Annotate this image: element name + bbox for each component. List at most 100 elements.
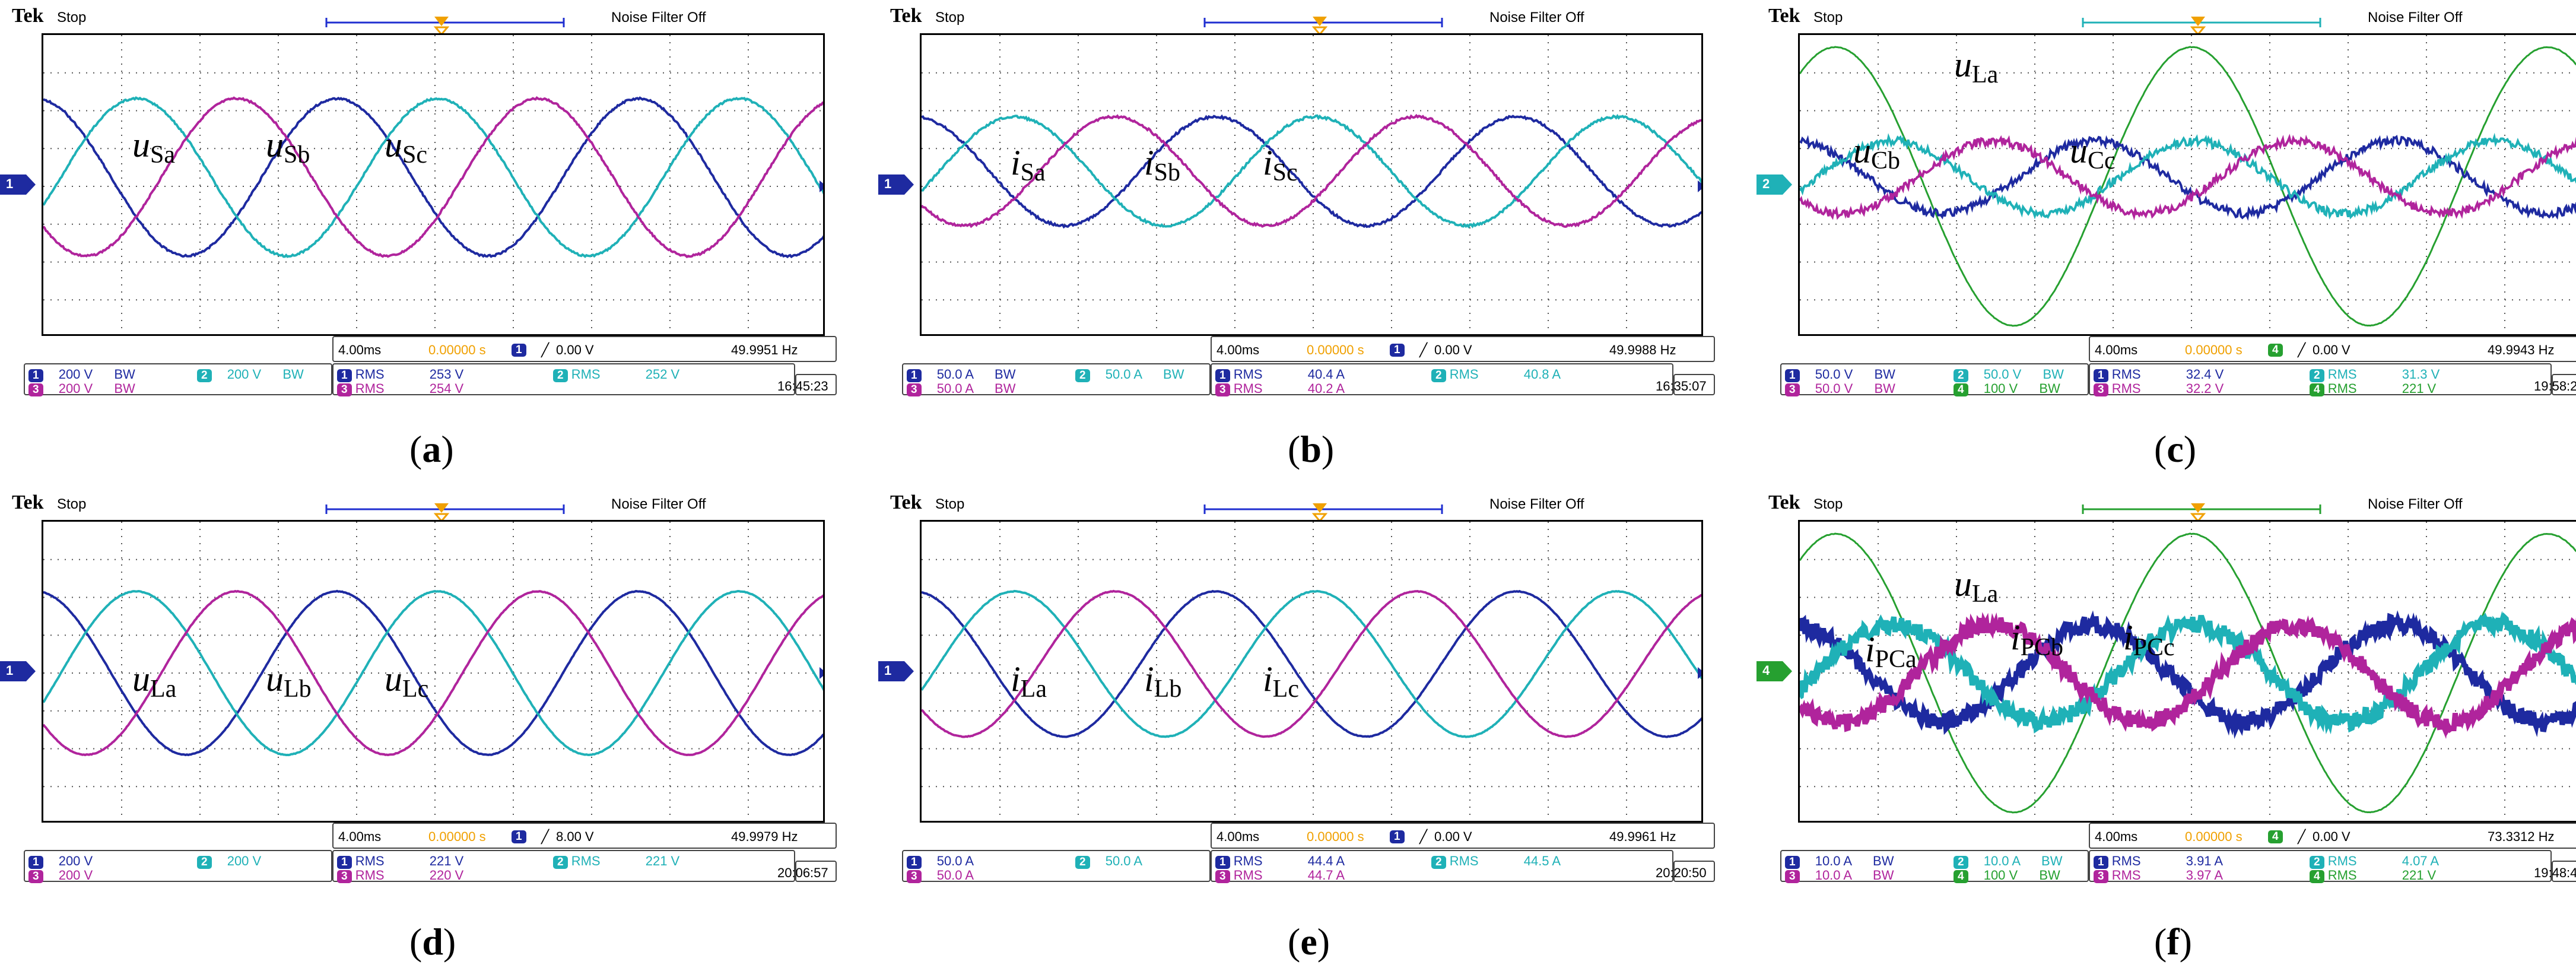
channel-scale-box[interactable]: 1 200 V 2 200 V 3 200 V xyxy=(24,850,332,883)
timebase-trigger-box[interactable]: 4.00ms 0.00000 s 1 ╱ 0.00 V 49.9961 Hz xyxy=(1211,823,1715,849)
scope-header: Tek Stop Noise Filter Off xyxy=(878,487,1697,520)
acquisition-state: Stop xyxy=(1813,496,1843,512)
trigger-slope-icon: ╱ xyxy=(1419,342,1428,357)
channel-scale-box[interactable]: 1 10.0 A BW 2 10.0 A BW 3 10.0 A BW 4 10… xyxy=(1780,850,2089,883)
noise-filter-status: Noise Filter Off xyxy=(611,496,706,512)
waveform-label: uCb xyxy=(1853,131,1900,174)
measurement-row: 3 RMS 44.7 A xyxy=(1215,868,1345,883)
scope-panel-d: Tek Stop Noise Filter Off uLa uLb uLc 1 1 20… xyxy=(0,487,837,883)
trace-ch4 xyxy=(1800,532,2576,814)
waveform-label: iLa xyxy=(1011,659,1047,703)
trace-ch3 xyxy=(922,589,1701,738)
measurement-row: 3 RMS 32.2 V xyxy=(2094,381,2224,396)
trigger-position: 0.00000 s xyxy=(2185,829,2243,844)
measurement-row: 2 RMS 40.8 A xyxy=(1431,367,1561,382)
waveform-screen: uSa uSb uSc xyxy=(42,33,825,336)
trigger-point-icon xyxy=(433,513,450,522)
trigger-position: 0.00000 s xyxy=(428,342,486,357)
time-base: 4.00ms xyxy=(1216,342,1260,357)
scope-header: Tek Stop Noise Filter Off xyxy=(1756,0,2575,33)
trigger-position-icon xyxy=(1313,17,1327,26)
time-base: 4.00ms xyxy=(1216,829,1260,844)
noise-filter-status: Noise Filter Off xyxy=(1489,496,1584,512)
record-bar xyxy=(325,17,565,36)
waveform-label: iPCb xyxy=(2010,618,2063,661)
channel-offset-marker[interactable]: 1 xyxy=(878,661,914,681)
measurement-box[interactable]: 1 RMS 44.4 A 2 RMS 44.5 A 3 RMS 44.7 A xyxy=(1211,850,1673,883)
measurement-box[interactable]: 1 RMS 3.91 A 2 RMS 4.07 A 3 RMS 3.97 A 4… xyxy=(2089,850,2552,883)
waveform-label: uSa xyxy=(132,125,175,169)
channel-scale-box[interactable]: 1 200 V BW 2 200 V BW 3 200 V BW xyxy=(24,363,332,396)
noise-filter-status: Noise Filter Off xyxy=(2368,496,2463,512)
trace-ch2 xyxy=(922,589,1701,738)
trigger-position-icon xyxy=(2191,17,2205,26)
measurement-row: 1 RMS 253 V xyxy=(337,367,463,382)
trigger-source: 1 xyxy=(512,341,526,357)
status-area: 1 50.0 V BW 2 50.0 V BW 3 50.0 V BW 4 10… xyxy=(1756,336,2576,396)
timebase-trigger-box[interactable]: 4.00ms 0.00000 s 1 ╱ 0.00 V 49.9988 Hz xyxy=(1211,336,1715,362)
waveform-label: uLc xyxy=(385,659,428,703)
waveform-label: uLa xyxy=(132,659,177,703)
panel-caption: (f) xyxy=(2154,921,2192,963)
channel-scale-row: 4 100 V BW xyxy=(1954,868,2060,883)
trigger-position-icon xyxy=(434,17,449,26)
waveform-label: uLb xyxy=(266,659,312,703)
channel-scale-row: 3 200 V xyxy=(28,868,110,883)
channel-offset-marker[interactable]: 1 xyxy=(0,174,36,195)
trace-ch3 xyxy=(43,96,823,259)
waveform-label: iLc xyxy=(1263,659,1299,703)
scope-panel-e: Tek Stop Noise Filter Off iLa iLb iLc 1 1 50… xyxy=(878,487,1715,883)
channel-scale-row: 1 200 V BW xyxy=(28,367,135,382)
channel-scale-row: 3 50.0 V BW xyxy=(1785,381,1895,396)
trigger-position: 0.00000 s xyxy=(1307,829,1364,844)
timebase-trigger-box[interactable]: 4.00ms 0.00000 s 4 ╱ 0.00 V 49.9943 Hz xyxy=(2089,336,2576,362)
channel-offset-marker[interactable]: 1 xyxy=(0,661,36,681)
channel-scale-box[interactable]: 1 50.0 A BW 2 50.0 A BW 3 50.0 A BW xyxy=(902,363,1211,396)
channel-scale-box[interactable]: 1 50.0 A 2 50.0 A 3 50.0 A xyxy=(902,850,1211,883)
channel-scale-row: 2 200 V xyxy=(197,853,279,869)
panel-caption: (e) xyxy=(1288,921,1330,963)
timebase-trigger-box[interactable]: 4.00ms 0.00000 s 4 ╱ 0.00 V 73.3312 Hz xyxy=(2089,823,2576,849)
status-area: 1 10.0 A BW 2 10.0 A BW 3 10.0 A BW 4 10… xyxy=(1756,823,2576,883)
acquisition-state: Stop xyxy=(57,496,87,512)
graticule xyxy=(43,35,823,334)
measurement-row: 1 RMS 44.4 A xyxy=(1215,853,1345,869)
scope-panel-f: Tek Stop Noise Filter Off uLa iPCa iPCb iPCc… xyxy=(1756,487,2576,883)
graticule xyxy=(922,522,1701,821)
record-bar xyxy=(1203,503,1443,522)
timebase-trigger-box[interactable]: 4.00ms 0.00000 s 1 ╱ 0.00 V 49.9951 Hz xyxy=(332,336,837,362)
frequency-readout: 49.9988 Hz xyxy=(1609,342,1676,357)
channel-offset-marker[interactable]: 1 xyxy=(878,174,914,195)
waveform-label: iSc xyxy=(1263,143,1298,186)
measurement-box[interactable]: 1 RMS 253 V 2 RMS 252 V 3 RMS 254 V xyxy=(332,363,795,396)
channel-scale-box[interactable]: 1 50.0 V BW 2 50.0 V BW 3 50.0 V BW 4 10… xyxy=(1780,363,2089,396)
trigger-slope-icon: ╱ xyxy=(541,829,549,844)
measurement-row: 2 RMS 221 V xyxy=(553,853,679,869)
time-base: 4.00ms xyxy=(338,342,382,357)
channel-offset-marker[interactable]: 2 xyxy=(1756,174,1792,195)
timebase-trigger-box[interactable]: 4.00ms 0.00000 s 1 ╱ 8.00 V 49.9979 Hz xyxy=(332,823,837,849)
brand-label: Tek xyxy=(1768,5,1800,27)
waveform-label: uLa xyxy=(1954,564,1999,608)
trigger-source: 4 xyxy=(2268,828,2283,843)
noise-filter-status: Noise Filter Off xyxy=(2368,9,2463,26)
timestamp: 16:35:07 xyxy=(1656,374,1715,395)
waveform-label: iLb xyxy=(1144,659,1181,703)
brand-label: Tek xyxy=(12,491,44,513)
frequency-readout: 49.9943 Hz xyxy=(2488,342,2555,357)
trigger-source: 4 xyxy=(2268,341,2283,357)
measurement-row: 1 RMS 40.4 A xyxy=(1215,367,1345,382)
measurement-row: 3 RMS 254 V xyxy=(337,381,463,396)
channel-offset-marker[interactable]: 4 xyxy=(1756,661,1792,681)
brand-label: Tek xyxy=(890,491,922,513)
measurement-box[interactable]: 1 RMS 40.4 A 2 RMS 40.8 A 3 RMS 40.2 A xyxy=(1211,363,1673,396)
channel-scale-row: 3 200 V BW xyxy=(28,381,135,396)
scope-panel-a: Tek Stop Noise Filter Off uSa uSb uSc 1 1 20… xyxy=(0,0,837,396)
channel-scale-row: 3 50.0 A BW xyxy=(907,381,1015,396)
noise-filter-status: Noise Filter Off xyxy=(611,9,706,26)
measurement-box[interactable]: 1 RMS 221 V 2 RMS 221 V 3 RMS 220 V xyxy=(332,850,795,883)
waveform-label: uCc xyxy=(2070,131,2116,174)
measurement-box[interactable]: 1 RMS 32.4 V 2 RMS 31.3 V 3 RMS 32.2 V 4… xyxy=(2089,363,2552,396)
trigger-slope-icon: ╱ xyxy=(2298,829,2306,844)
record-bar xyxy=(1203,17,1443,36)
